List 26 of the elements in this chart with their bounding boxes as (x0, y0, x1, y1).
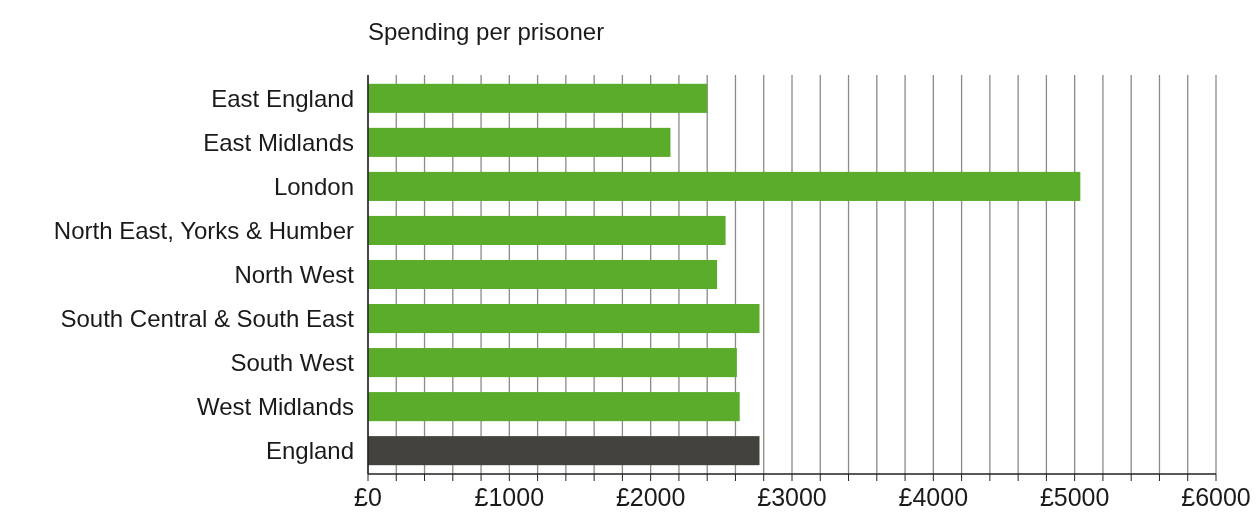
y-tick-label: West Midlands (197, 393, 354, 421)
y-tick-label: North East, Yorks & Humber (53, 216, 354, 244)
bar (368, 215, 726, 245)
bar (368, 348, 737, 378)
bar (368, 83, 708, 113)
y-tick-label: North West (234, 260, 355, 288)
bar (368, 171, 1081, 201)
y-tick-label: South West (230, 348, 355, 376)
y-tick-label: England (265, 437, 354, 465)
bar (368, 436, 760, 466)
x-tick-label: £6000 (1181, 483, 1251, 511)
x-tick-label: £2000 (615, 483, 686, 511)
x-tick-label: £3000 (757, 483, 827, 511)
bar (368, 259, 718, 290)
bar (368, 127, 671, 157)
y-tick-label: East England (211, 84, 354, 112)
y-tick-label: South Central & South East (60, 304, 355, 332)
x-tick-label: £4000 (898, 483, 969, 511)
y-tick-label: London (273, 172, 354, 200)
bar (368, 392, 740, 422)
x-tick-label: £0 (354, 483, 382, 511)
chart-title: Spending per prisoner (368, 18, 605, 45)
y-tick-label: East Midlands (203, 128, 354, 156)
bar (368, 304, 760, 334)
x-tick-label: £1000 (474, 483, 545, 511)
x-tick-label: £5000 (1039, 483, 1110, 511)
